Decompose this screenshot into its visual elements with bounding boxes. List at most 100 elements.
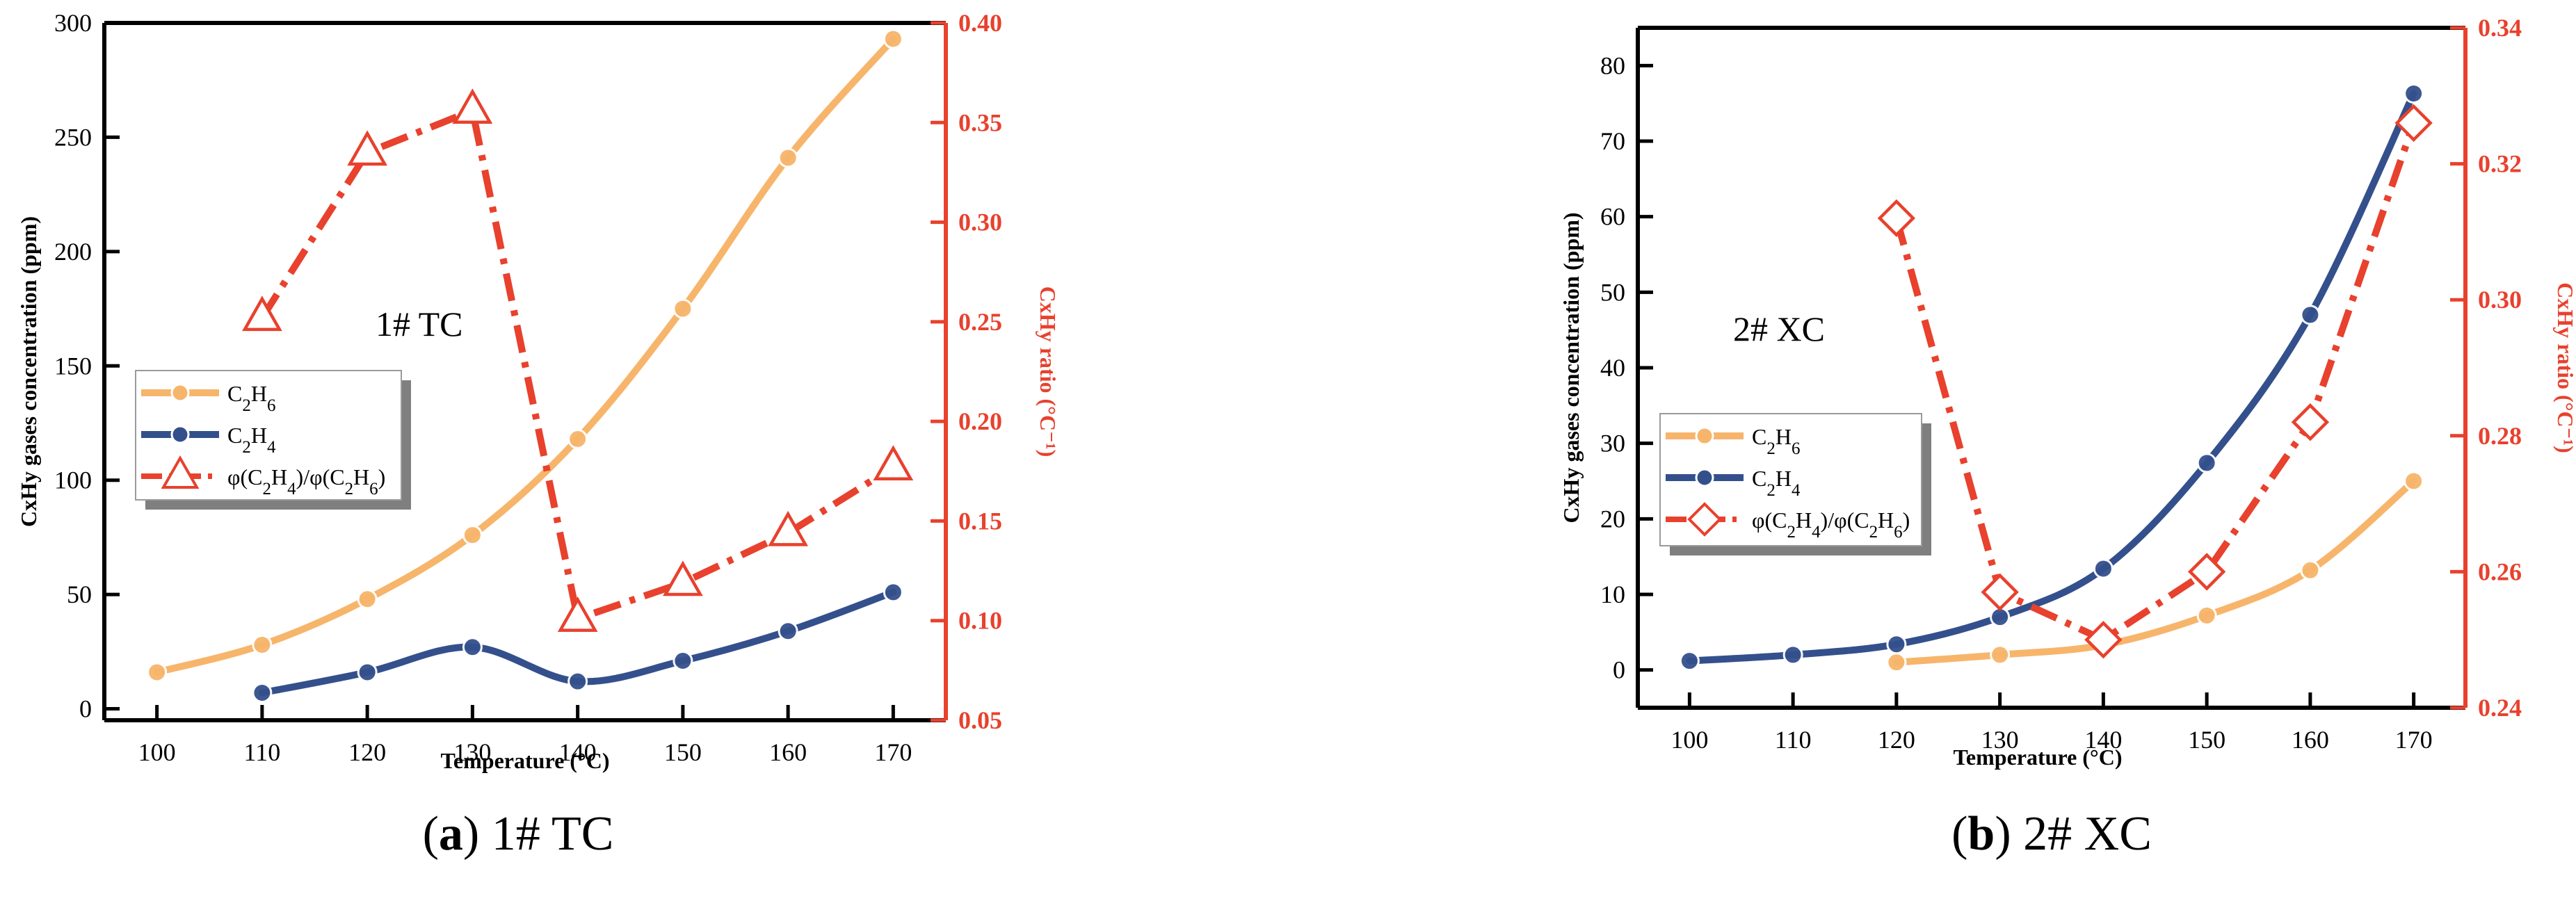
y-left-tick-label: 0 bbox=[79, 695, 92, 723]
series-line-ratio bbox=[1893, 122, 2417, 644]
data-point-C2H6 bbox=[2300, 560, 2321, 581]
x-tick-label: 120 bbox=[1878, 726, 1915, 754]
y-left-tick-label: 40 bbox=[1600, 354, 1625, 382]
y-left-tick-label: 100 bbox=[54, 466, 92, 494]
data-point-C2H6 bbox=[883, 29, 903, 49]
data-point-C2H6 bbox=[357, 589, 378, 610]
y-right-tick-label: 0.35 bbox=[958, 108, 1002, 136]
legend-label: C2H6 bbox=[227, 381, 275, 415]
legend-label: C2H4 bbox=[1752, 466, 1801, 500]
x-tick-label: 160 bbox=[769, 738, 807, 766]
x-tick-label: 150 bbox=[664, 738, 702, 766]
x-tick-label: 150 bbox=[2188, 726, 2225, 754]
data-point-C2H4 bbox=[1782, 644, 1803, 665]
y-right-tick-label: 0.30 bbox=[2478, 286, 2522, 314]
y-left-tick-label: 70 bbox=[1600, 127, 1625, 155]
data-point-C2H4 bbox=[252, 683, 273, 704]
x-tick-label: 110 bbox=[1775, 726, 1812, 754]
data-point-C2H6 bbox=[147, 662, 168, 683]
legend-swatch-marker bbox=[170, 383, 190, 403]
legend-swatch-marker bbox=[1695, 468, 1714, 487]
y-left-tick-label: 10 bbox=[1600, 581, 1625, 608]
data-point-ratio bbox=[242, 295, 282, 332]
data-point-ratio bbox=[1877, 199, 1916, 238]
data-point-C2H4 bbox=[2196, 453, 2217, 473]
legend-swatch-marker bbox=[1687, 502, 1722, 537]
y-right-tick-label: 0.32 bbox=[2478, 150, 2522, 178]
data-point-ratio bbox=[768, 510, 808, 546]
series-line-C2H6 bbox=[1892, 478, 2417, 666]
data-point-C2H6 bbox=[778, 147, 798, 168]
data-point-C2H4 bbox=[1679, 651, 1700, 672]
x-axis-title: Temperature (°C) bbox=[441, 748, 610, 773]
y-left-tick-label: 300 bbox=[54, 9, 92, 37]
y-right-tick-label: 0.15 bbox=[958, 507, 1002, 535]
y-left-tick-label: 200 bbox=[54, 238, 92, 266]
data-point-C2H6 bbox=[1886, 652, 1907, 673]
chart-panel-b: 100 110 120 130 140 150 160 170 0 10 20 30 40 50 60 70 8… bbox=[1559, 14, 2576, 861]
x-tick-label: 110 bbox=[244, 738, 281, 766]
data-point-ratio bbox=[873, 445, 914, 481]
y-left-tick-label: 60 bbox=[1600, 203, 1625, 231]
legend-label: φ(C2H4)/φ(C2H6) bbox=[227, 464, 385, 498]
data-point-ratio bbox=[2394, 104, 2433, 143]
legend-swatch-marker bbox=[1695, 426, 1714, 446]
data-point-C2H4 bbox=[1886, 634, 1907, 655]
data-point-ratio bbox=[347, 130, 387, 166]
data-point-C2H6 bbox=[1990, 644, 2011, 665]
y-right-tick-label: 0.34 bbox=[2478, 14, 2522, 42]
y-left-tick-label: 20 bbox=[1600, 505, 1625, 533]
x-tick-label: 140 bbox=[2084, 726, 2122, 754]
legend-label: C2H6 bbox=[1752, 424, 1800, 458]
data-point-C2H4 bbox=[357, 662, 378, 683]
data-point-C2H4 bbox=[2093, 558, 2114, 579]
chart-panel-a: 100 110 120 130 140 150 160 170 0 50 100 150 200 250 3… bbox=[16, 9, 1061, 861]
data-point-C2H4 bbox=[567, 671, 588, 692]
y-left-tick-label: 30 bbox=[1600, 430, 1625, 457]
panel-inner-label: 1# TC bbox=[376, 305, 463, 343]
legend: C2H6 C2H4 φ(C2H4)/φ(C2H6) bbox=[135, 370, 411, 510]
x-tick-label: 130 bbox=[453, 738, 491, 766]
y-left-tick-label: 50 bbox=[1600, 278, 1625, 306]
y-left-axis-title: CxHy gases concentration (ppm) bbox=[16, 216, 41, 527]
y-right-tick-label: 0.24 bbox=[2478, 694, 2522, 722]
panel-caption: (b) 2# XC bbox=[1951, 807, 2152, 861]
y-right-axis-title: CxHy ratio (°C⁻¹) bbox=[1036, 286, 1061, 457]
data-point-C2H4 bbox=[462, 637, 483, 658]
panel-caption: (a) 1# TC bbox=[423, 807, 614, 861]
y-left-tick-label: 0 bbox=[1613, 656, 1625, 684]
x-tick-label: 120 bbox=[348, 738, 386, 766]
data-point-ratio bbox=[2084, 621, 2123, 659]
y-right-axis-title: CxHy ratio (°C⁻¹) bbox=[2553, 282, 2576, 453]
x-tick-label: 100 bbox=[138, 738, 176, 766]
legend-swatch-marker bbox=[170, 425, 190, 444]
x-tick-label: 170 bbox=[2395, 726, 2433, 754]
y-left-tick-label: 150 bbox=[54, 352, 92, 380]
panel-inner-label: 2# XC bbox=[1733, 309, 1825, 348]
legend-label: C2H4 bbox=[227, 423, 276, 457]
data-point-C2H4 bbox=[2404, 83, 2424, 104]
data-point-ratio bbox=[663, 560, 703, 596]
data-point-C2H4 bbox=[883, 582, 903, 603]
data-point-ratio bbox=[452, 88, 493, 124]
data-point-ratio bbox=[1981, 573, 2019, 611]
x-axis-title: Temperature (°C) bbox=[1954, 745, 2123, 770]
y-right-tick-label: 0.30 bbox=[958, 209, 1002, 236]
y-right-tick-label: 0.25 bbox=[958, 308, 1002, 336]
y-right-tick-label: 0.10 bbox=[958, 607, 1002, 635]
y-right-tick-label: 0.20 bbox=[958, 407, 1002, 435]
data-point-ratio bbox=[557, 596, 598, 632]
data-point-ratio bbox=[2291, 403, 2330, 441]
y-left-tick-label: 250 bbox=[54, 123, 92, 151]
y-left-tick-label: 50 bbox=[67, 581, 92, 608]
y-left-axis-title: CxHy gases concentration (ppm) bbox=[1559, 212, 1584, 523]
x-tick-label: 140 bbox=[559, 738, 597, 766]
y-right-tick-label: 0.40 bbox=[958, 9, 1002, 37]
x-tick-label: 100 bbox=[1671, 726, 1708, 754]
data-point-C2H6 bbox=[2404, 471, 2424, 492]
legend-label: φ(C2H4)/φ(C2H6) bbox=[1752, 508, 1910, 542]
data-point-C2H6 bbox=[252, 634, 273, 655]
series-line-C2H6 bbox=[153, 35, 897, 676]
y-right-tick-label: 0.28 bbox=[2478, 422, 2522, 450]
